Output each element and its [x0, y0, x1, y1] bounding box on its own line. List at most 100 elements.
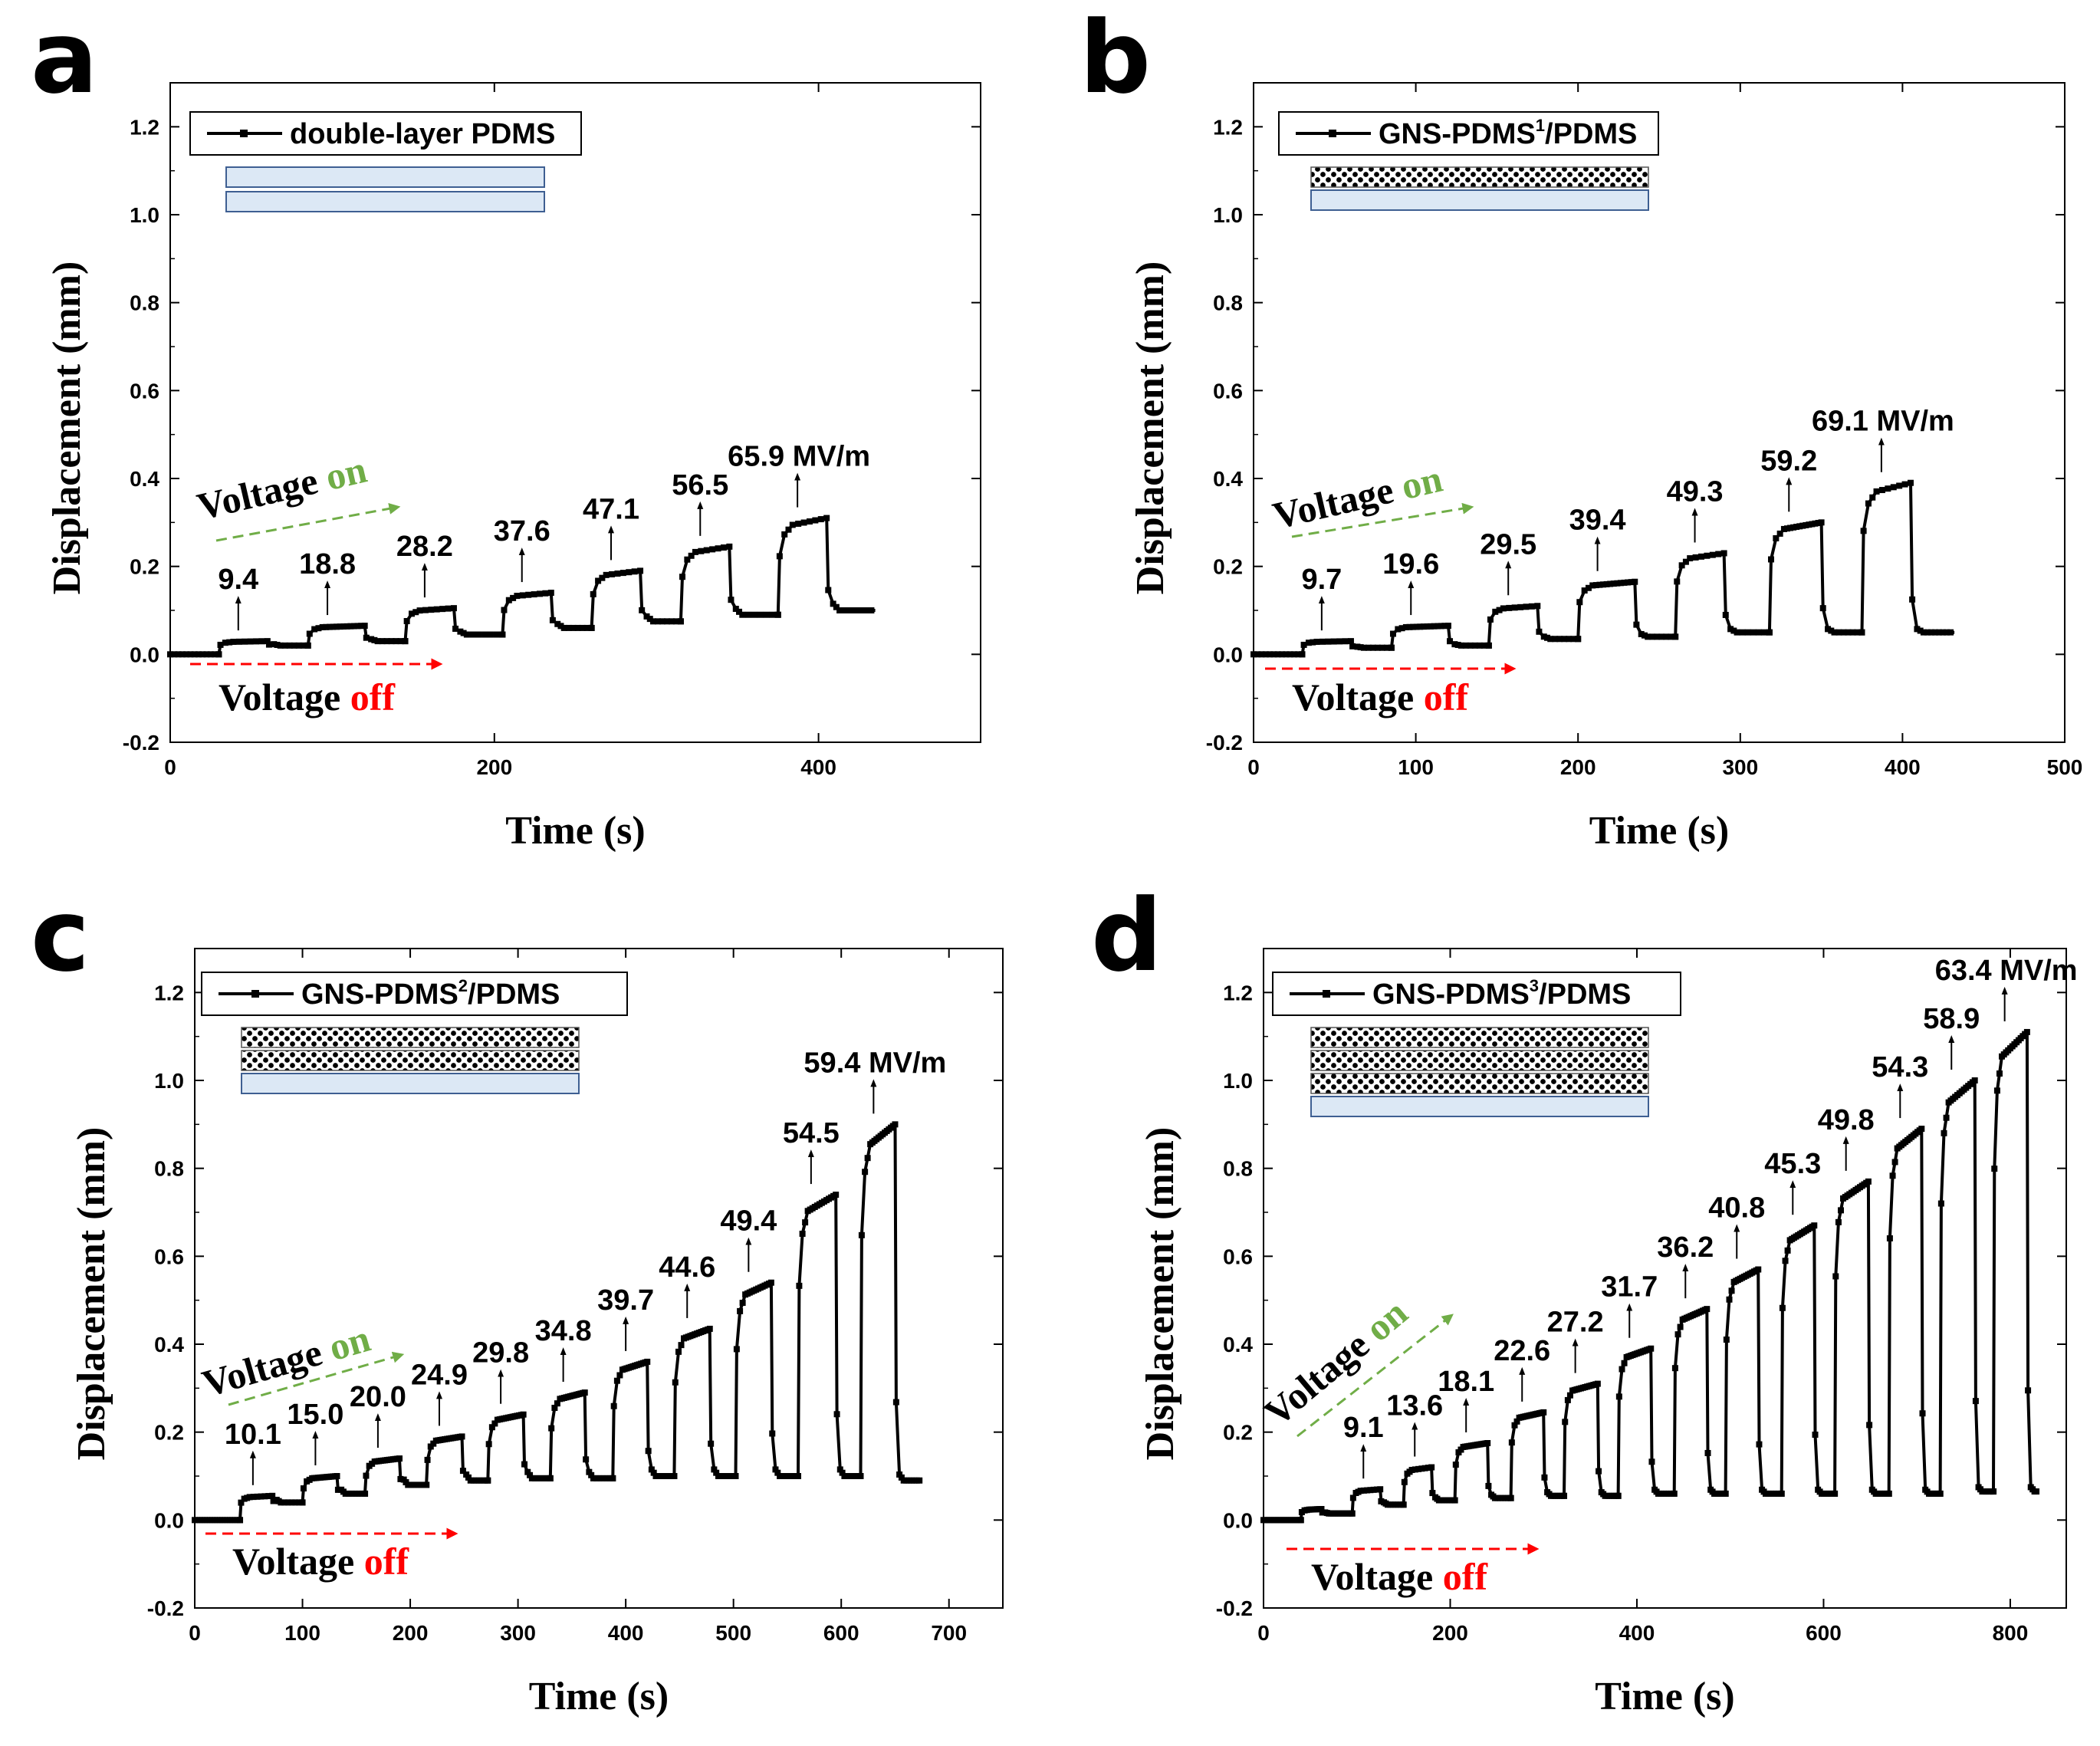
series-point	[334, 623, 340, 630]
y-tick-label: 0.4	[1213, 467, 1243, 491]
series-point	[1728, 1287, 1735, 1294]
voltage-off-label: Voltage off	[232, 1540, 409, 1583]
series-point	[603, 1475, 610, 1481]
legend-suffix: /PDMS	[468, 978, 560, 1011]
field-label: 18.8	[299, 548, 356, 580]
legend-label: GNS-PDMS3/PDMS	[1372, 976, 1631, 1011]
series-point	[1374, 644, 1381, 651]
series-point	[1581, 587, 1588, 594]
series-point	[1837, 1207, 1844, 1214]
series-point	[1395, 626, 1402, 633]
series-point	[600, 1475, 606, 1481]
series-point	[261, 1493, 268, 1500]
series-point	[1766, 629, 1773, 636]
series-point	[763, 611, 770, 618]
series-point	[1641, 632, 1648, 639]
x-tick-label: 100	[1398, 755, 1434, 779]
series-point	[1854, 629, 1861, 636]
y-tick-label: 1.2	[154, 981, 184, 1005]
voltage-on-label: Voltage on	[1269, 457, 1447, 538]
series-point	[1648, 1345, 1655, 1352]
series-point	[2033, 1488, 2040, 1495]
series-point	[733, 1346, 740, 1353]
series-point	[1790, 524, 1797, 531]
field-label: 31.7	[1601, 1271, 1658, 1304]
series-point	[1727, 626, 1734, 633]
series-point	[1971, 1077, 1978, 1083]
series-point	[1619, 1366, 1625, 1373]
plot-frame	[1253, 82, 2065, 743]
legend-box	[1272, 972, 1681, 1016]
series-point	[916, 1477, 923, 1484]
x-tick-label: 500	[715, 1621, 751, 1645]
series-point	[1369, 644, 1376, 651]
series-point	[1649, 633, 1656, 640]
series-point	[265, 641, 272, 648]
voltage-on-state: on	[321, 448, 370, 498]
series-point	[1682, 558, 1689, 565]
field-label: 22.6	[1494, 1335, 1550, 1367]
series-point	[1441, 623, 1448, 630]
series-point	[726, 543, 733, 550]
series-point	[1755, 1266, 1762, 1273]
legend-label-main: GNS-PDMS	[301, 978, 458, 1011]
series-point	[857, 1473, 864, 1479]
series-point	[715, 545, 721, 552]
series-point	[613, 1377, 620, 1384]
series-point	[833, 1411, 840, 1418]
series-point	[1485, 1482, 1492, 1489]
series-point	[1517, 603, 1524, 610]
series-point	[311, 626, 318, 633]
series-point	[1991, 1166, 1998, 1172]
series-point	[481, 631, 488, 638]
series-point	[1528, 603, 1535, 610]
series-point	[363, 634, 370, 641]
series-point	[1471, 642, 1478, 649]
series-point	[542, 590, 549, 597]
y-tick-label: 0.4	[154, 1333, 184, 1356]
series-point	[1418, 1465, 1425, 1472]
series-point	[349, 1490, 356, 1497]
series-point	[713, 1469, 720, 1476]
series-point	[839, 1469, 846, 1476]
y-tick-label: 0.4	[1223, 1333, 1253, 1356]
series-point	[1349, 1494, 1356, 1501]
series-point	[1709, 551, 1716, 558]
series-point	[493, 631, 500, 638]
y-tick-label: 0.8	[154, 1157, 184, 1181]
series-point	[1467, 642, 1474, 649]
series-point	[379, 638, 386, 645]
field-label: 56.5	[672, 469, 728, 501]
series-point	[459, 1468, 466, 1475]
series-point	[1941, 1129, 1947, 1136]
series-point	[362, 1490, 369, 1497]
series-point	[237, 1517, 244, 1524]
series-point	[1507, 1494, 1514, 1501]
legend-label: double-layer PDMS	[290, 118, 555, 150]
series-point	[739, 611, 746, 618]
series-point	[1668, 633, 1674, 640]
series-point	[1815, 520, 1822, 527]
series-point	[187, 651, 194, 658]
series-point	[1564, 1396, 1571, 1403]
series-point	[596, 1475, 603, 1481]
series-point	[1402, 623, 1409, 630]
series-point	[728, 597, 735, 603]
series-point	[1704, 552, 1711, 559]
series-point	[1290, 651, 1297, 658]
series-point	[1451, 641, 1458, 648]
series-point	[659, 618, 665, 625]
series-point	[650, 1469, 657, 1476]
series-point	[519, 592, 526, 599]
series-point	[1831, 629, 1838, 636]
series-point	[1896, 482, 1903, 489]
voltage-off-word: Voltage	[232, 1540, 364, 1583]
series-point	[445, 605, 452, 612]
series-point	[1354, 643, 1361, 650]
series-point	[1793, 524, 1800, 531]
series-point	[833, 1192, 840, 1199]
series-point	[1832, 1490, 1839, 1497]
series-point	[1536, 628, 1543, 635]
x-tick-label: 0	[164, 755, 176, 779]
series-point	[737, 1307, 744, 1314]
